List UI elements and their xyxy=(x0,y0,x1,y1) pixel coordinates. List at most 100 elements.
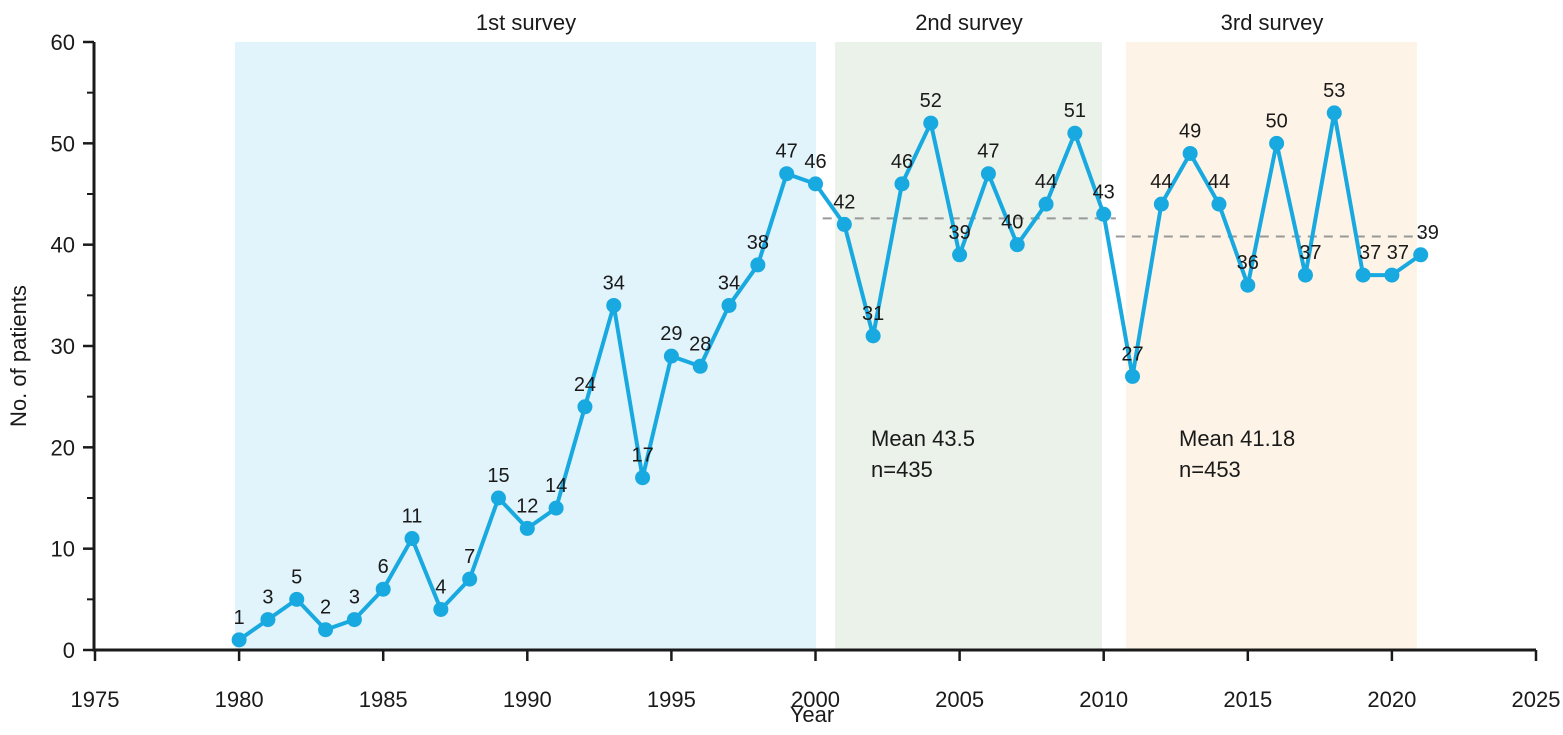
data-point xyxy=(721,297,737,313)
data-point xyxy=(750,257,766,273)
data-point xyxy=(1038,196,1054,212)
data-point-label: 40 xyxy=(1001,212,1023,234)
data-point-label: 38 xyxy=(747,232,769,254)
data-point xyxy=(1355,267,1371,283)
x-tick-label: 1995 xyxy=(647,687,696,712)
data-point xyxy=(548,500,564,516)
data-point xyxy=(1240,277,1256,293)
y-axis-title: No. of patients xyxy=(6,285,31,427)
x-tick-label: 2010 xyxy=(1079,687,1128,712)
survey-2-mean-label: Mean 43.5 xyxy=(871,426,975,451)
data-point xyxy=(606,297,622,313)
data-point xyxy=(808,176,823,192)
data-point xyxy=(1269,135,1285,151)
survey-1-title: 1st survey xyxy=(476,10,576,35)
data-point xyxy=(865,328,881,344)
data-point-label: 37 xyxy=(1299,242,1321,264)
data-point-label: 53 xyxy=(1323,80,1345,102)
data-line xyxy=(237,110,1423,642)
y-tick-label: 40 xyxy=(51,233,75,258)
data-point-label: 37 xyxy=(1387,242,1409,264)
data-point xyxy=(577,399,593,415)
survey-2-title: 2nd survey xyxy=(915,10,1023,35)
data-point-label: 5 xyxy=(291,566,302,588)
axes-layer: 1975 1980 1985 1990 1995 2000 2005 2010 2015 2020… xyxy=(51,30,1561,712)
data-point xyxy=(952,247,968,263)
data-point-label: 11 xyxy=(402,506,423,528)
data-point-label: 51 xyxy=(1064,100,1086,122)
data-point xyxy=(1297,267,1313,283)
data-point xyxy=(1413,247,1429,263)
data-point-label: 42 xyxy=(833,191,855,213)
data-point xyxy=(923,115,939,131)
data-point-label: 3 xyxy=(262,587,273,609)
data-point xyxy=(231,632,247,648)
data-point-label: 50 xyxy=(1265,110,1287,132)
data-point xyxy=(1096,206,1112,222)
y-tick-label: 60 xyxy=(51,30,75,55)
data-point xyxy=(318,622,334,638)
y-tick-label: 0 xyxy=(63,638,75,663)
data-point xyxy=(894,176,910,192)
data-point-label: 44 xyxy=(1035,171,1057,193)
data-point-label: 24 xyxy=(574,374,596,396)
data-point-label: 34 xyxy=(603,272,625,294)
data-point-label: 6 xyxy=(378,556,389,578)
data-point-label: 3 xyxy=(349,587,360,609)
data-point-label: 39 xyxy=(1417,222,1439,244)
mean-dashed-lines-layer xyxy=(822,217,1423,238)
y-tick-label: 20 xyxy=(51,435,75,460)
x-tick-label: 2000 xyxy=(791,687,840,712)
y-tick-label: 50 xyxy=(51,131,75,156)
data-point-label: 12 xyxy=(516,495,538,517)
data-point xyxy=(519,520,535,536)
data-point xyxy=(1384,267,1400,283)
data-point xyxy=(980,166,996,182)
y-tick-label: 30 xyxy=(51,334,75,359)
survey-region xyxy=(835,42,1102,650)
data-point-label: 44 xyxy=(1150,171,1172,193)
data-point-label: 43 xyxy=(1093,181,1115,203)
data-point xyxy=(836,216,852,232)
x-tick-label: 2020 xyxy=(1367,687,1416,712)
data-point xyxy=(1067,125,1083,141)
data-point xyxy=(404,531,420,547)
survey-3-title: 3rd survey xyxy=(1221,10,1324,35)
data-point-label: 15 xyxy=(487,465,509,487)
data-point-label: 46 xyxy=(891,151,913,173)
data-point xyxy=(663,348,679,364)
data-point-label: 46 xyxy=(804,151,826,173)
data-point-label: 31 xyxy=(862,303,884,325)
data-point-label: 27 xyxy=(1121,343,1143,365)
survey-2-n-label: n=435 xyxy=(871,457,933,482)
data-point xyxy=(779,166,795,182)
survey-3-mean-label: Mean 41.18 xyxy=(1179,426,1295,451)
data-point-label: 37 xyxy=(1359,242,1381,264)
data-point xyxy=(490,490,506,506)
data-point xyxy=(260,612,276,628)
x-tick-label: 1980 xyxy=(215,687,264,712)
data-point xyxy=(346,612,362,628)
data-point xyxy=(1125,368,1141,384)
data-point-label: 1 xyxy=(234,607,245,629)
data-point xyxy=(1326,105,1342,121)
data-point xyxy=(1211,196,1227,212)
data-point xyxy=(1153,196,1169,212)
data-point-label: 47 xyxy=(776,141,798,163)
survey-region xyxy=(1125,42,1417,650)
data-point xyxy=(692,358,708,374)
data-point xyxy=(433,601,449,617)
data-point-label: 34 xyxy=(718,272,740,294)
data-point xyxy=(635,470,651,486)
data-point xyxy=(1182,145,1198,161)
x-axis-title: Year xyxy=(790,702,834,727)
data-point-label: 2 xyxy=(320,597,331,619)
data-point-label: 14 xyxy=(545,475,567,497)
survey-region xyxy=(235,42,817,650)
data-point-label: 49 xyxy=(1179,120,1201,142)
data-point xyxy=(462,571,478,587)
data-point-label: 17 xyxy=(631,445,653,467)
